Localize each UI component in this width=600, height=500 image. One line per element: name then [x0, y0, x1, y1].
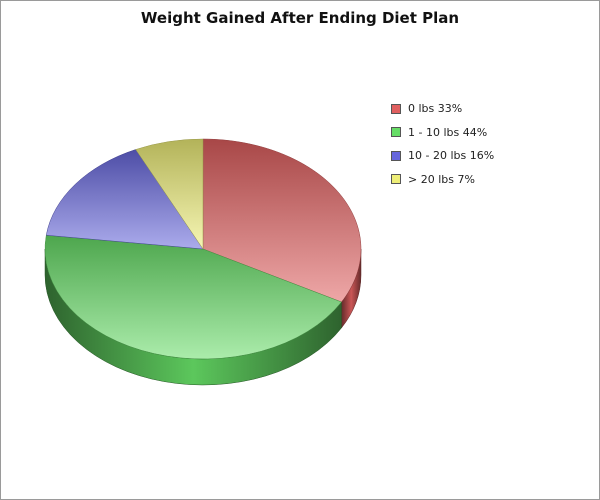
legend-item-0-lbs: 0 lbs 33% [391, 97, 494, 121]
legend-label-1-10-lbs: 1 - 10 lbs 44% [408, 125, 488, 139]
legend-label-10-20-lbs: 10 - 20 lbs 16% [408, 149, 495, 163]
legend: 0 lbs 33% 1 - 10 lbs 44% 10 - 20 lbs 16%… [391, 97, 494, 191]
legend-item-10-20-lbs: 10 - 20 lbs 16% [391, 144, 494, 168]
legend-swatch-0-lbs [391, 103, 401, 114]
legend-item-over-20-lbs: > 20 lbs 7% [391, 168, 494, 192]
legend-swatch-1-10-lbs [391, 127, 401, 138]
legend-swatch-over-20-lbs [391, 174, 401, 185]
pie-slice-over-20-lbs [135, 138, 204, 250]
legend-item-1-10-lbs: 1 - 10 lbs 44% [391, 121, 494, 145]
pie-slice-0-lbs [202, 138, 362, 303]
pie-slice-1-10-lbs [44, 234, 342, 360]
legend-label-over-20-lbs: > 20 lbs 7% [408, 172, 475, 186]
legend-label-0-lbs: 0 lbs 33% [408, 102, 463, 116]
pie-slice-10-20-lbs [45, 149, 204, 250]
legend-swatch-10-20-lbs [391, 150, 401, 161]
chart-title: Weight Gained After Ending Diet Plan [140, 9, 460, 27]
